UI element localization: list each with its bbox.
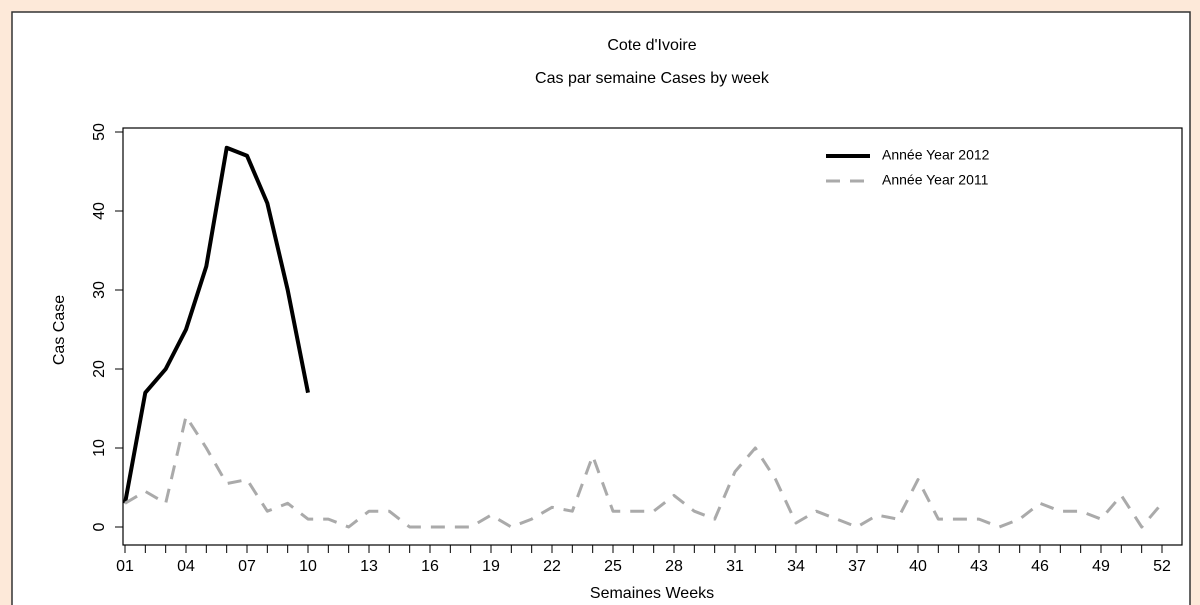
y-tick-label: 0 — [91, 522, 108, 531]
series-line — [124, 414, 1164, 529]
x-tick-label: 43 — [970, 558, 988, 575]
x-tick-label: 31 — [726, 558, 744, 575]
y-axis-title: Cas Case — [51, 295, 68, 365]
y-tick-label: 10 — [91, 439, 108, 457]
x-tick-label: 16 — [421, 558, 439, 575]
y-tick-label: 40 — [91, 202, 108, 220]
chart-subtitle: Cas par semaine Cases by week — [535, 70, 770, 87]
x-tick-label: 37 — [848, 558, 866, 575]
y-tick-label: 30 — [91, 281, 108, 299]
x-axis-title: Semaines Weeks — [590, 585, 714, 602]
panel — [11, 11, 1191, 605]
x-tick-label: 13 — [360, 558, 378, 575]
legend-label: Année Year 2011 — [882, 172, 989, 188]
x-tick-label: 10 — [299, 558, 317, 575]
chart-title: Cote d'Ivoire — [607, 37, 696, 54]
x-tick-label: 19 — [482, 558, 500, 575]
x-tick-label: 22 — [543, 558, 561, 575]
x-tick-label: 49 — [1092, 558, 1110, 575]
y-tick-label: 50 — [91, 123, 108, 141]
series-line — [123, 145, 310, 504]
x-tick-label: 40 — [909, 558, 927, 575]
x-tick-label: 28 — [665, 558, 683, 575]
plot-frame — [122, 127, 1183, 546]
x-tick-label: 25 — [604, 558, 622, 575]
x-tick-label: 52 — [1153, 558, 1171, 575]
x-tick-label: 01 — [116, 558, 134, 575]
x-tick-label: 04 — [177, 558, 195, 575]
x-tick-label: 46 — [1031, 558, 1049, 575]
x-tick-label: 07 — [238, 558, 256, 575]
legend-label: Année Year 2012 — [882, 147, 990, 163]
y-tick-label: 20 — [91, 360, 108, 378]
x-tick-label: 34 — [787, 558, 805, 575]
